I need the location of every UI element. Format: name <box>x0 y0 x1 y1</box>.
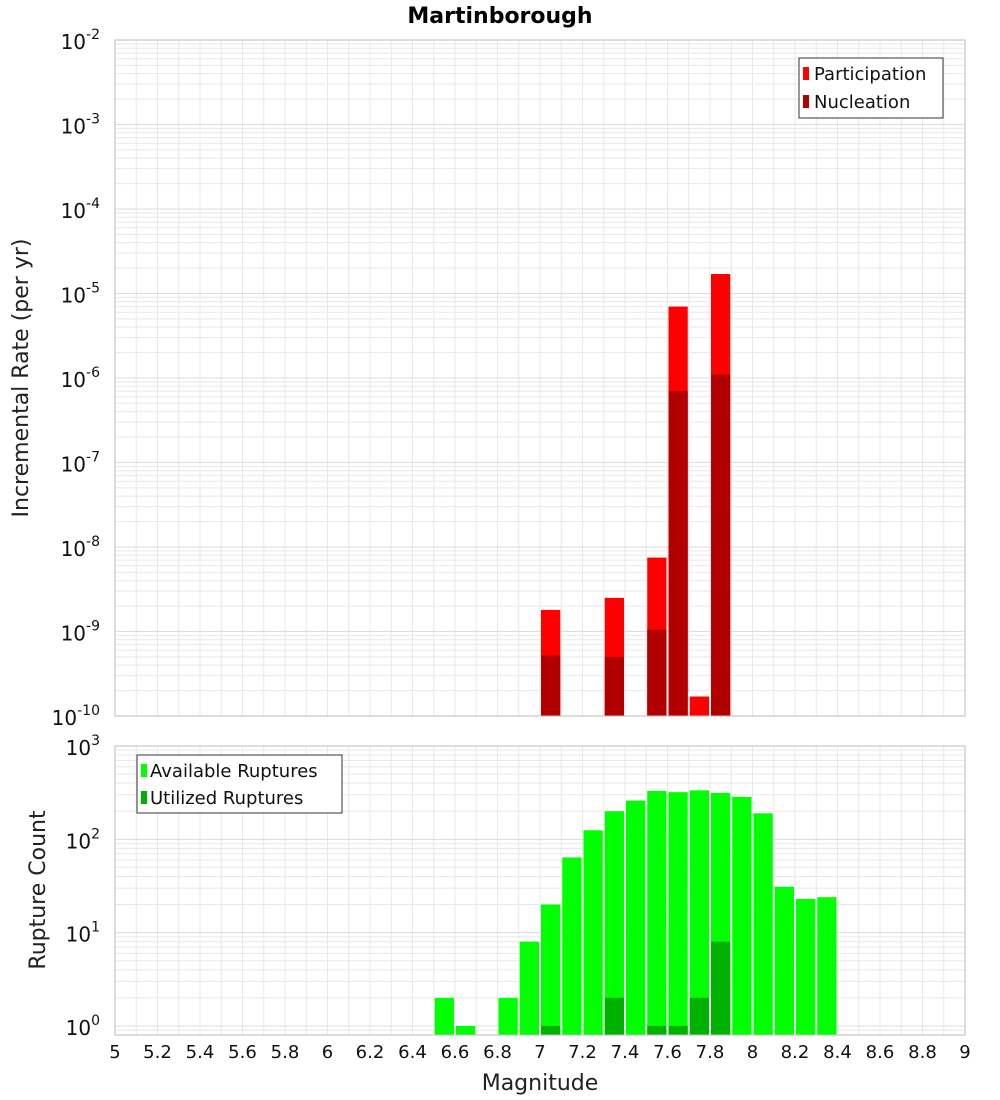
legend-swatch-utilized <box>141 791 147 804</box>
top-y-tick-labels: 10-2 10-3 10-4 10-5 10-6 10-7 10-8 10-9 10-10 <box>52 27 100 730</box>
legend-swatch-participation <box>803 67 809 80</box>
bar-available-ruptures <box>456 1025 476 1035</box>
bar-available-ruptures <box>689 790 709 1035</box>
top-legend: Participation Nucleation <box>798 57 944 119</box>
top-y-tick-label: 10-4 <box>61 196 101 223</box>
bar-available-ruptures <box>774 886 794 1035</box>
bottom-panel: 103 102 101 100 Rupture Count Available Rup… <box>26 733 966 1040</box>
bar-available-ruptures <box>434 997 454 1035</box>
x-tick-label: 6.4 <box>398 1042 427 1063</box>
x-tick-label: 7.8 <box>696 1042 725 1063</box>
x-tick-label: 7.6 <box>653 1042 682 1063</box>
top-y-tick-label: 10-8 <box>61 534 100 561</box>
legend-label-nucleation: Nucleation <box>814 92 910 113</box>
bar-available-ruptures <box>732 796 752 1035</box>
top-y-axis-label: Incremental Rate (per yr) <box>9 239 34 518</box>
bar-utilized-ruptures <box>541 1025 561 1035</box>
x-tick-label: 8.4 <box>823 1042 852 1063</box>
top-y-tick-label: 10-3 <box>61 112 100 139</box>
bottom-y-tick-label: 100 <box>66 1013 100 1040</box>
bar-utilized-ruptures <box>711 941 731 1035</box>
top-panel: 10-2 10-3 10-4 10-5 10-6 10-7 10-8 10-9 10-10 In… <box>9 27 966 730</box>
x-tick-label: 6.6 <box>441 1042 470 1063</box>
top-y-tick-label: 10-9 <box>61 619 100 646</box>
x-tick-label: 5.4 <box>186 1042 215 1063</box>
legend-label-utilized: Utilized Ruptures <box>150 788 303 809</box>
bottom-y-axis-label: Rupture Count <box>26 810 51 970</box>
bottom-y-tick-label: 102 <box>66 826 100 853</box>
bar-available-ruptures <box>817 897 837 1035</box>
bar-nucleation <box>711 374 731 716</box>
legend-label-available: Available Ruptures <box>150 761 318 782</box>
bar-available-ruptures <box>753 813 773 1035</box>
top-y-tick-label: 10-2 <box>61 27 100 54</box>
bottom-bars <box>434 790 837 1035</box>
top-grid <box>114 39 966 717</box>
x-tick-label: 8.2 <box>781 1042 810 1063</box>
bottom-y-tick-label: 101 <box>66 920 100 947</box>
bar-participation <box>689 696 709 716</box>
bottom-legend-box <box>136 754 343 814</box>
top-plot-frame <box>114 39 966 717</box>
x-tick-label: 6.8 <box>483 1042 512 1063</box>
bar-available-ruptures <box>583 830 603 1035</box>
top-legend-box <box>798 57 944 119</box>
x-tick-label: 7.4 <box>611 1042 640 1063</box>
bar-nucleation <box>668 391 688 716</box>
bar-available-ruptures <box>796 898 816 1035</box>
bottom-y-tick-labels: 103 102 101 100 <box>66 733 100 1040</box>
bottom-legend: Available Ruptures Utilized Ruptures <box>136 754 343 814</box>
legend-label-participation: Participation <box>814 64 926 85</box>
x-tick-label: 8.8 <box>908 1042 937 1063</box>
bottom-y-tick-label: 103 <box>66 733 100 760</box>
bottom-plot-frame <box>114 745 966 1036</box>
top-y-tick-label: 10-10 <box>52 703 100 730</box>
bar-available-ruptures <box>604 811 624 1035</box>
bar-available-ruptures <box>647 790 667 1035</box>
x-tick-label: 5.6 <box>228 1042 257 1063</box>
bar-available-ruptures <box>519 941 539 1035</box>
x-tick-label: 9 <box>959 1042 970 1063</box>
bar-available-ruptures <box>541 904 561 1035</box>
chart-title: Martinborough <box>407 4 592 29</box>
bar-available-ruptures <box>626 800 646 1035</box>
top-y-tick-label: 10-6 <box>61 365 101 392</box>
top-y-tick-label: 10-5 <box>61 281 100 308</box>
bar-available-ruptures <box>668 792 688 1035</box>
x-tick-label: 7 <box>534 1042 545 1063</box>
legend-swatch-available <box>141 764 147 777</box>
top-bars <box>541 274 731 716</box>
bar-utilized-ruptures <box>604 997 624 1035</box>
bar-utilized-ruptures <box>668 1025 688 1035</box>
x-tick-label: 6 <box>322 1042 333 1063</box>
legend-swatch-nucleation <box>803 95 809 108</box>
bar-nucleation <box>541 655 561 716</box>
bar-utilized-ruptures <box>647 1025 667 1035</box>
x-tick-label: 8 <box>747 1042 758 1063</box>
x-tick-label: 5.2 <box>143 1042 172 1063</box>
bar-nucleation <box>604 656 624 716</box>
x-tick-label: 6.2 <box>356 1042 385 1063</box>
x-tick-labels: 5 5.2 5.4 5.6 5.8 6 6.2 6.4 6.6 6.8 7 7.2 7.4 7.6 7.8 8… <box>109 1042 970 1063</box>
x-tick-label: 7.2 <box>568 1042 597 1063</box>
x-tick-label: 5.8 <box>271 1042 300 1063</box>
x-tick-label: 8.6 <box>866 1042 895 1063</box>
x-tick-label: 5 <box>109 1042 120 1063</box>
bar-available-ruptures <box>498 997 518 1035</box>
bar-nucleation <box>647 629 667 716</box>
x-axis-label: Magnitude <box>482 1071 599 1096</box>
bar-available-ruptures <box>562 857 582 1035</box>
top-y-tick-label: 10-7 <box>61 450 100 477</box>
bar-utilized-ruptures <box>689 997 709 1035</box>
